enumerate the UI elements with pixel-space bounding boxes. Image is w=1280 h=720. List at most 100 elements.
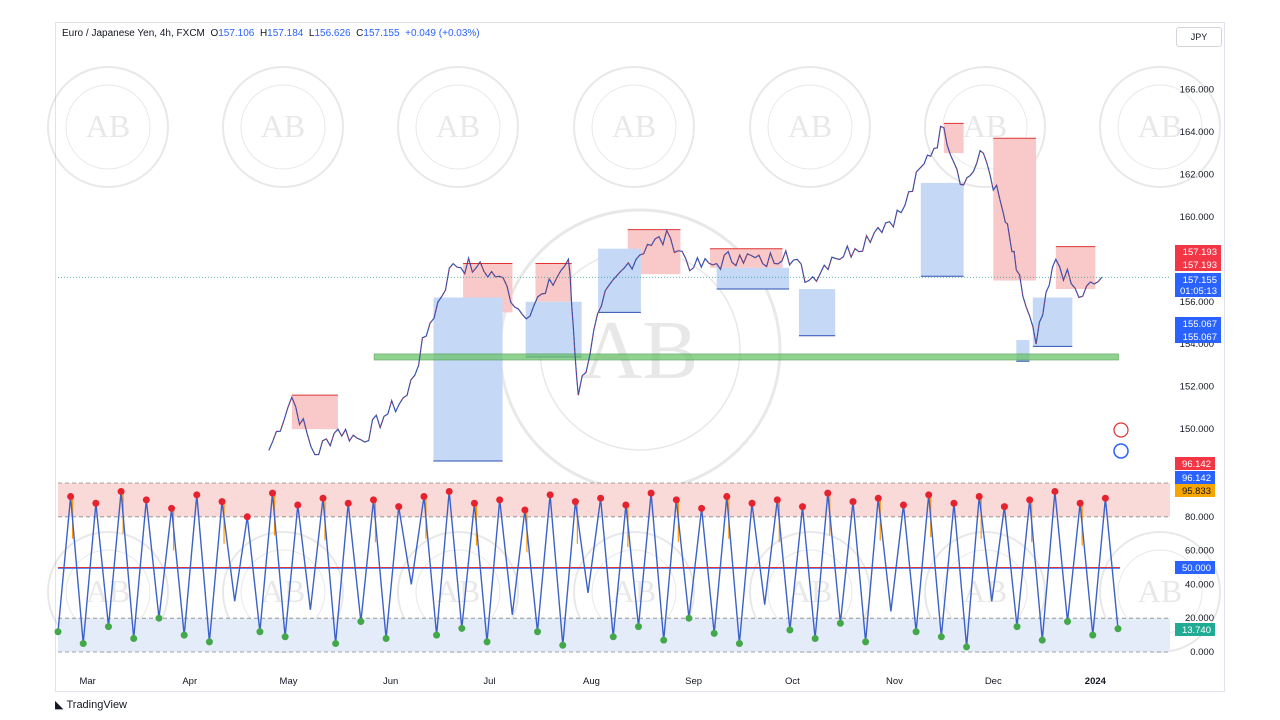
overbought-dot <box>546 491 554 499</box>
overbought-dot <box>420 493 428 501</box>
globe-icon <box>1113 443 1129 459</box>
oscillator-badge-label: 50.000 <box>1182 563 1211 574</box>
oversold-dot <box>963 643 971 651</box>
oversold-dot <box>534 628 542 636</box>
watermark-ring <box>47 66 169 188</box>
support-level-band <box>373 353 1119 361</box>
y-tick-label: 154.000 <box>1180 339 1214 350</box>
x-tick-label: Jun <box>383 676 398 687</box>
oversold-dot <box>180 631 188 639</box>
overbought-dot <box>1026 496 1034 504</box>
x-tick-label: Apr <box>182 676 197 687</box>
oscillator-band <box>58 483 1170 517</box>
price-badge-label: 157.193 <box>1183 260 1217 271</box>
oscillator-badge <box>1175 623 1215 636</box>
oversold-dot <box>104 623 112 631</box>
watermark-ring <box>1117 84 1203 170</box>
overbought-dot <box>67 493 75 501</box>
oversold-dot <box>332 640 340 648</box>
watermark-text: AB <box>261 573 305 609</box>
watermark-ring <box>924 66 1046 188</box>
oversold-dot <box>1013 623 1021 631</box>
overbought-dot <box>319 494 327 502</box>
overbought-dot <box>117 487 125 495</box>
open-label: O <box>210 28 219 39</box>
x-tick-label: May <box>280 676 298 687</box>
oscillator-badge-label: 96.142 <box>1182 473 1211 484</box>
price-badge <box>1175 258 1221 271</box>
price-badge-label: 01:05:13 <box>1180 286 1217 297</box>
y-tick-label: 164.000 <box>1180 127 1214 138</box>
oversold-dot <box>685 614 693 622</box>
watermark-text: AB <box>582 304 699 397</box>
overbought-dot <box>470 499 478 507</box>
oscillator-y-tick-label: 80.000 <box>1185 512 1214 523</box>
oversold-dot <box>735 640 743 648</box>
overbought-dot <box>269 489 277 497</box>
watermark-ring <box>1099 66 1221 188</box>
overbought-dot <box>1051 487 1059 495</box>
overbought-dot <box>849 498 857 506</box>
price-badge-label: 155.067 <box>1183 332 1217 343</box>
oversold-dot <box>1114 625 1122 633</box>
x-tick-label: Mar <box>79 676 95 687</box>
oscillator-y-tick-label: 0.000 <box>1190 647 1214 658</box>
oversold-dot <box>1038 636 1046 644</box>
overbought-dot <box>218 498 226 506</box>
oversold-dot <box>281 633 289 641</box>
watermark-ring <box>767 84 853 170</box>
overbought-dot <box>672 496 680 504</box>
watermark-ring <box>65 84 151 170</box>
x-tick-label: Jul <box>483 676 495 687</box>
overbought-dot <box>395 503 403 511</box>
watermark-text: AB <box>612 108 656 144</box>
watermark-text: AB <box>1138 108 1182 144</box>
x-tick-label: 2024 <box>1085 676 1107 687</box>
watermark-text: AB <box>1138 573 1182 609</box>
watermark-text: AB <box>963 573 1007 609</box>
watermark-ring <box>573 66 695 188</box>
overbought-dot <box>1101 494 1109 502</box>
x-tick-label: Nov <box>886 676 903 687</box>
price-line <box>268 125 1103 456</box>
oversold-dot <box>836 619 844 627</box>
overbought-dot <box>647 489 655 497</box>
watermark-ring <box>222 66 344 188</box>
overbought-dot <box>874 494 882 502</box>
watermark-ring <box>397 66 519 188</box>
oversold-dot <box>559 641 567 649</box>
oversold-dot <box>483 638 491 646</box>
resistance-zone <box>535 263 572 302</box>
watermark-text: AB <box>788 108 832 144</box>
price-line-overlay <box>268 125 1103 455</box>
price-badge-label: 157.155 <box>1183 275 1217 286</box>
support-zone <box>433 297 503 461</box>
x-tick-label: Oct <box>785 676 800 687</box>
oscillator-y-tick-label: 40.000 <box>1185 579 1214 590</box>
open-value: 157.106 <box>218 28 255 39</box>
lightning-icon <box>1113 422 1129 438</box>
oversold-dot <box>1064 618 1072 626</box>
price-badge <box>1175 245 1221 258</box>
support-zone <box>716 267 790 290</box>
overbought-dot <box>799 503 807 511</box>
price-badge <box>1175 284 1221 297</box>
tradingview-icon: ◣ <box>55 699 64 711</box>
overbought-dot <box>521 506 529 514</box>
oversold-dot <box>862 638 870 646</box>
overbought-dot <box>723 493 731 501</box>
currency-button[interactable]: JPY <box>1176 27 1222 47</box>
support-zone <box>598 248 641 313</box>
tradingview-logo[interactable]: ◣ TradingView <box>55 698 127 711</box>
change-value: +0.049 (+0.03%) <box>405 28 480 39</box>
y-tick-label: 166.000 <box>1180 84 1214 95</box>
oversold-dot <box>357 618 365 626</box>
overbought-dot <box>698 504 706 512</box>
overbought-dot <box>243 513 251 521</box>
price-badge <box>1175 273 1221 286</box>
oversold-dot <box>433 631 441 639</box>
close-value: 157.155 <box>363 28 400 39</box>
overbought-dot <box>925 491 933 499</box>
